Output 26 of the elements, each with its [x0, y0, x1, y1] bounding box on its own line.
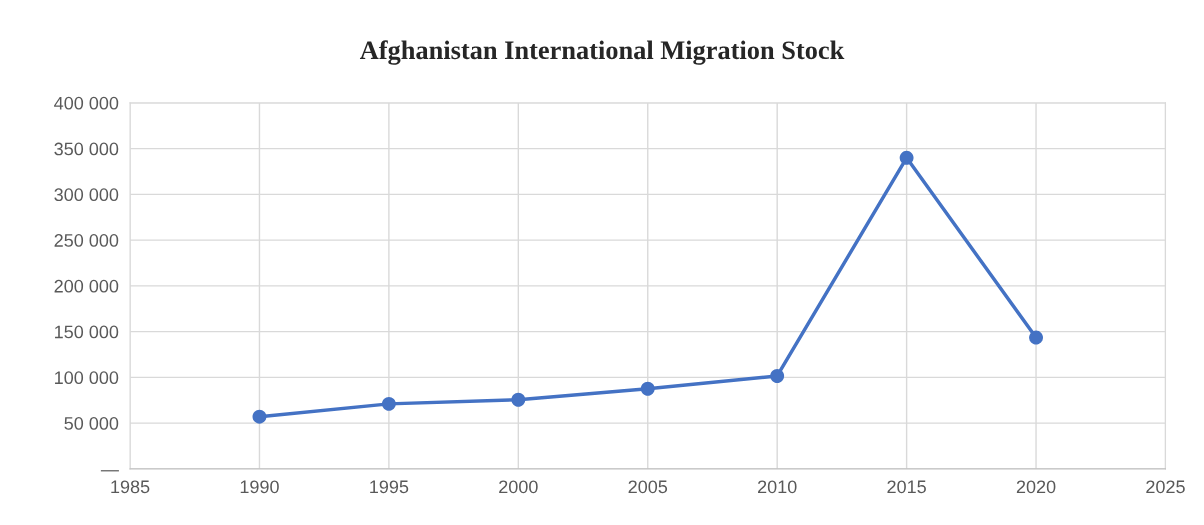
- point: [899, 150, 914, 165]
- point: [381, 396, 396, 411]
- x-tick-label: 2015: [887, 480, 926, 494]
- y-tick-label: 350 000: [54, 142, 119, 156]
- y-tick-label: 200 000: [54, 279, 119, 293]
- y-tick-label: 400 000: [54, 96, 119, 110]
- x-tick-label: 2005: [628, 480, 668, 494]
- x-tick-label: 2010: [758, 480, 797, 494]
- point: [770, 369, 785, 383]
- point: [1029, 330, 1043, 345]
- x-tick-label: 2020: [1016, 480, 1056, 494]
- x-tick-label: 2000: [499, 480, 538, 494]
- chart-title: Afghanistan International Migration Stock: [359, 40, 845, 65]
- y-tick-label: 250 000: [54, 234, 119, 247]
- point: [640, 381, 655, 396]
- y-tick-label: 300 000: [54, 188, 119, 202]
- x-tick-label: 1990: [240, 480, 279, 494]
- y-tick-label: 150 000: [55, 325, 119, 339]
- x-tick-label: 1985: [111, 480, 150, 494]
- x-tick-label: 2025: [1146, 480, 1185, 494]
- y-tick-label: 50 000: [64, 417, 119, 430]
- y-tick-label: —: [100, 470, 119, 472]
- y-tick-label: 100 000: [55, 371, 119, 385]
- point: [252, 409, 267, 424]
- x-tick-label: 1995: [370, 480, 409, 494]
- point: [511, 392, 526, 407]
